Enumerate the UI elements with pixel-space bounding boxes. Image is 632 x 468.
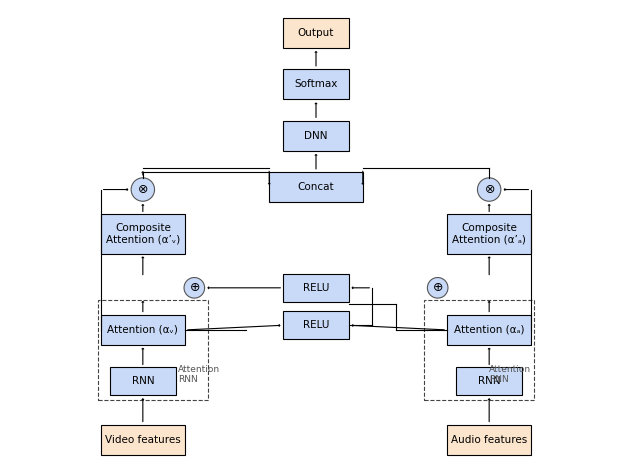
Text: Composite
Attention (α’ₐ): Composite Attention (α’ₐ) [453,223,526,245]
Circle shape [427,278,448,298]
FancyBboxPatch shape [447,214,532,254]
Text: $\otimes$: $\otimes$ [137,183,149,196]
FancyBboxPatch shape [269,172,363,202]
Text: Attention
RNN: Attention RNN [489,365,532,384]
FancyBboxPatch shape [283,121,349,151]
FancyBboxPatch shape [456,367,522,395]
FancyBboxPatch shape [100,214,185,254]
Text: RELU: RELU [303,320,329,330]
FancyBboxPatch shape [447,425,532,455]
Text: $\oplus$: $\oplus$ [432,281,443,294]
Text: Attention
RNN: Attention RNN [178,365,220,384]
Text: Attention (αᵥ): Attention (αᵥ) [107,325,178,335]
FancyBboxPatch shape [283,311,349,339]
Text: RNN: RNN [131,376,154,387]
Text: Output: Output [298,28,334,38]
Text: Audio features: Audio features [451,435,527,445]
FancyBboxPatch shape [283,69,349,99]
FancyBboxPatch shape [447,314,532,345]
Text: Attention (αₐ): Attention (αₐ) [454,325,525,335]
Text: Composite
Attention (α’ᵥ): Composite Attention (α’ᵥ) [106,223,180,245]
FancyBboxPatch shape [100,314,185,345]
Text: Softmax: Softmax [295,79,337,89]
FancyBboxPatch shape [110,367,176,395]
FancyBboxPatch shape [283,17,349,48]
FancyBboxPatch shape [283,274,349,302]
Text: Video features: Video features [105,435,181,445]
Text: DNN: DNN [304,131,328,141]
FancyBboxPatch shape [100,425,185,455]
Text: $\otimes$: $\otimes$ [483,183,495,196]
Text: RNN: RNN [478,376,501,387]
Text: Concat: Concat [298,182,334,192]
Circle shape [184,278,205,298]
Text: $\oplus$: $\oplus$ [189,281,200,294]
Circle shape [131,178,155,201]
Text: RELU: RELU [303,283,329,293]
Circle shape [477,178,501,201]
